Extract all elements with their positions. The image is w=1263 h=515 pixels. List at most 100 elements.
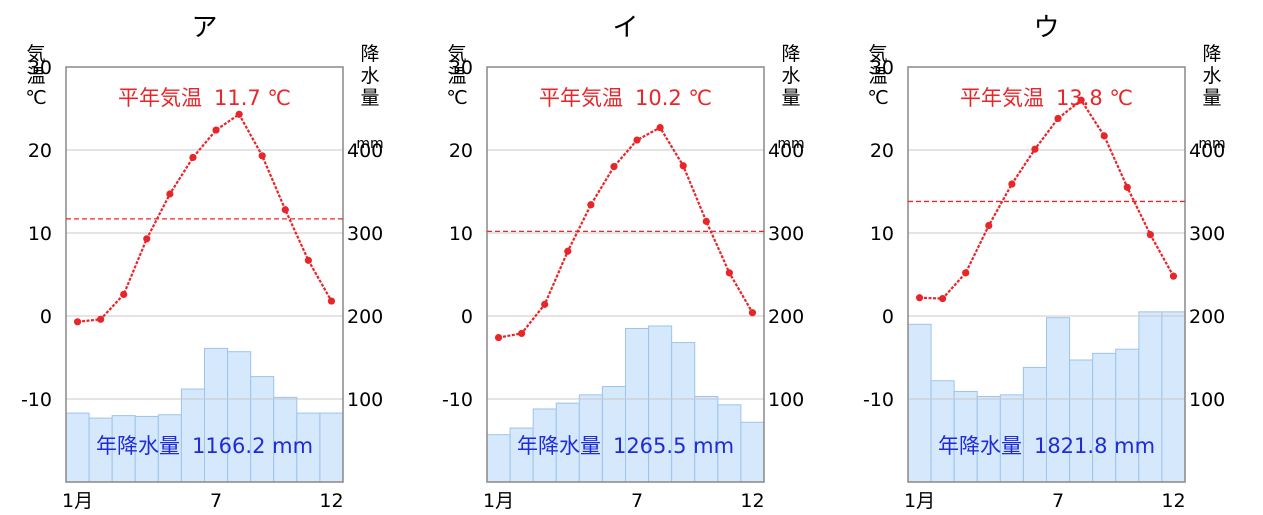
temperature-point (166, 190, 174, 198)
temp-axis-label: ℃ (867, 87, 888, 109)
temperature-point (610, 163, 618, 171)
temp-tick-label: 10 (870, 223, 894, 245)
temp-tick-label: -10 (442, 389, 473, 411)
temperature-point (1008, 180, 1016, 188)
precip-bar (1115, 348, 1140, 483)
precip-bar (486, 434, 511, 483)
plot-frame (486, 66, 765, 483)
precip-axis-label: 降 (360, 43, 379, 65)
temperature-line (77, 112, 333, 323)
temp-tick-label: 10 (28, 223, 52, 245)
temp-tick-label: 30 (449, 57, 473, 79)
temperature-point (748, 309, 757, 317)
temp-axis-label: 温 (868, 65, 887, 87)
month-tick-label: 7 (210, 490, 222, 512)
precip-bar (625, 327, 650, 483)
average-temp-prefix: 平年気温 (960, 86, 1044, 110)
temp-tick-label: -10 (863, 389, 894, 411)
precip-bar (1092, 352, 1117, 483)
month-tick-label: 12 (740, 490, 764, 512)
precip-tick-label: 200 (347, 306, 383, 328)
temp-tick-label: 0 (40, 306, 52, 328)
precip-axis-label: 水 (1202, 65, 1221, 87)
temperature-point (1031, 145, 1039, 153)
temperature-point (304, 256, 312, 264)
precip-tick-label: 100 (768, 389, 804, 411)
precip-tick-label: 100 (347, 389, 383, 411)
temperature-point (656, 123, 664, 132)
temperature-point (564, 247, 572, 255)
average-temp-label: 平年気温 10.2 ℃ (539, 86, 712, 110)
annual-precip-label: 年降水量 1265.5 mm (517, 434, 734, 458)
annual-precip-prefix: 年降水量 (938, 434, 1022, 458)
temp-axis-label: 温 (447, 65, 466, 87)
average-temp-value: 10.2 ℃ (635, 86, 712, 110)
temp-tick-label: 30 (28, 57, 52, 79)
month-tick-label: 1月 (904, 490, 935, 512)
plot-frame (65, 66, 344, 483)
temperature-point (494, 333, 503, 342)
precip-unit-label: mm (777, 136, 804, 152)
annual-precip-value: 1821.8 mm (1034, 434, 1155, 458)
temperature-point (327, 297, 336, 305)
temp-tick-label: 20 (870, 140, 894, 162)
precip-tick-label: 400 (1189, 140, 1225, 162)
temperature-point (97, 315, 105, 323)
precip-unit-label: mm (1198, 136, 1225, 152)
precip-axis-label: 量 (781, 87, 800, 109)
temperature-point (541, 300, 549, 308)
precip-tick-label: 200 (768, 306, 804, 328)
temp-tick-label: 20 (449, 140, 473, 162)
precip-bar (740, 421, 765, 483)
average-temp-label: 平年気温 11.7 ℃ (118, 86, 291, 110)
temperature-point (73, 318, 82, 326)
temp-axis-label: ℃ (25, 87, 46, 109)
precip-tick-label: 300 (768, 223, 804, 245)
precip-unit-label: mm (356, 136, 383, 152)
month-tick-label: 12 (1161, 490, 1185, 512)
plot-frame (907, 66, 1186, 483)
temperature-point (679, 162, 687, 170)
temperature-point (143, 235, 151, 243)
temp-axis-label: 気 (868, 43, 887, 65)
climate-chart-a: ア平年気温 11.7 ℃ 年降水量 1166.2 mm 30 20 10 0 -10 400 300… (0, 0, 421, 515)
annual-precip-prefix: 年降水量 (96, 434, 180, 458)
precip-bar (907, 323, 932, 483)
temperature-point (1077, 96, 1085, 104)
precip-bar (319, 412, 344, 483)
precip-axis-label: 水 (360, 65, 379, 87)
precip-tick-label: 400 (347, 140, 383, 162)
precip-axis-label: 水 (781, 65, 800, 87)
average-temp-value: 13.8 ℃ (1056, 86, 1133, 110)
temp-tick-label: 20 (28, 140, 52, 162)
temperature-point (1100, 132, 1108, 140)
temp-tick-label: 0 (882, 306, 894, 328)
temp-axis-label: 気 (447, 43, 466, 65)
climate-chart-i: イ平年気温 10.2 ℃ 年降水量 1265.5 mm 30 20 10 0 -10 400 300… (421, 0, 842, 515)
temp-axis-label: ℃ (446, 87, 467, 109)
temperature-point (212, 126, 220, 134)
precip-axis-label: 量 (360, 87, 379, 109)
temperature-point (1169, 272, 1178, 280)
temperature-line (498, 126, 754, 339)
precip-bar (65, 412, 90, 483)
climate-chart-u: ウ平年気温 13.8 ℃ 年降水量 1821.8 mm 30 20 10 0 -10 400 300… (842, 0, 1263, 515)
temperature-point (258, 152, 266, 160)
precip-bar (1161, 311, 1186, 483)
month-tick-label: 1月 (483, 490, 514, 512)
precip-axis-label: 降 (1202, 43, 1221, 65)
precip-bar (1069, 359, 1094, 483)
precip-tick-label: 200 (1189, 306, 1225, 328)
temperature-point (235, 110, 243, 118)
temperature-point (120, 290, 128, 299)
temperature-point (1146, 231, 1154, 239)
temperature-point (281, 206, 289, 214)
temp-tick-label: 10 (449, 223, 473, 245)
temperature-line (919, 98, 1175, 300)
annual-precip-value: 1265.5 mm (613, 434, 734, 458)
temp-tick-label: 30 (870, 57, 894, 79)
average-temp-prefix: 平年気温 (539, 86, 623, 110)
temperature-point (1123, 183, 1131, 191)
